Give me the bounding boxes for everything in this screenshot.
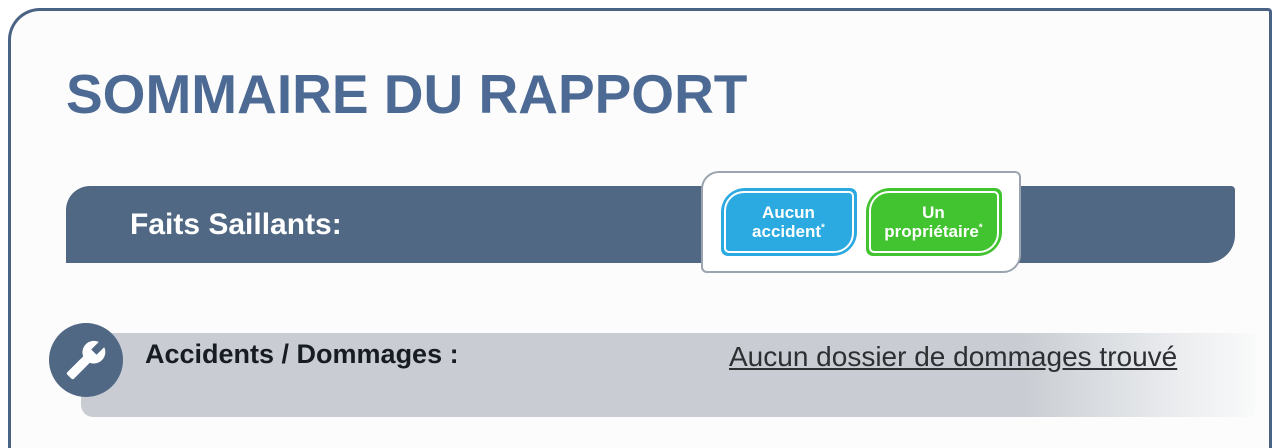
wrench-icon <box>65 339 107 381</box>
accidents-fact-value-link[interactable]: Aucun dossier de dommages trouvé <box>729 341 1178 372</box>
one-owner-badge: Un propriétaire* <box>865 188 1002 256</box>
page-title: SOMMAIRE DU RAPPORT <box>66 63 748 125</box>
highlights-bar: Faits Saillants: <box>66 186 1235 263</box>
accidents-fact-label: Accidents / Dommages : <box>145 339 459 369</box>
footnote-marker: * <box>978 222 983 234</box>
highlights-label: Faits Saillants: <box>130 208 342 241</box>
badges-box: Aucun accident* Un propriétaire* <box>701 171 1021 273</box>
no-accident-badge: Aucun accident* <box>720 188 857 256</box>
report-page-frame: SOMMAIRE DU RAPPORT Faits Saillants: Auc… <box>8 8 1272 448</box>
accidents-fact-row: Accidents / Dommages : Aucun dossier de … <box>81 333 1256 417</box>
footnote-marker: * <box>821 222 825 234</box>
one-owner-badge-label: Un propriétaire* <box>884 202 983 241</box>
accidents-icon-circle <box>49 323 123 397</box>
no-accident-badge-label: Aucun accident* <box>752 202 825 241</box>
